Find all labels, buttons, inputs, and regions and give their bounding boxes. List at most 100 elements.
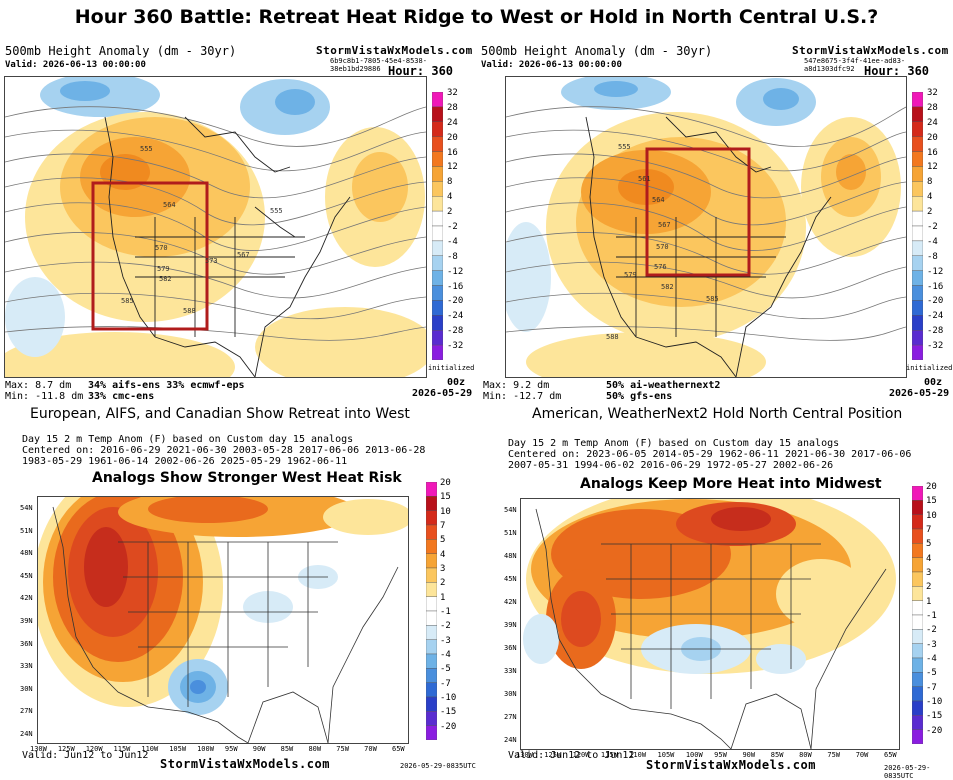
colorbar-swatch xyxy=(911,315,924,331)
colorbar-swatch xyxy=(425,496,438,511)
colorbar-tick-label: -3 xyxy=(926,639,937,650)
colorbar-tick-label: 5 xyxy=(926,539,932,550)
contour-label: 561 xyxy=(638,175,651,183)
height-map-canvas: 555 564 555 567 570 573 579 582 585 588 xyxy=(5,77,426,377)
colorbar-swatch xyxy=(911,270,924,286)
brand-label: StormVistaWxModels.com xyxy=(316,44,473,57)
colorbar-tick-label: -7 xyxy=(440,678,451,689)
contour-label: 570 xyxy=(656,243,669,251)
colorbar-tick-label: -2 xyxy=(927,222,938,232)
lon-tick-label: 115W xyxy=(600,751,618,759)
lat-tick-label: 39N xyxy=(20,617,33,625)
colorbar-tick-label: -10 xyxy=(440,693,457,703)
colorbar-swatch xyxy=(425,610,438,626)
lat-tick-label: 27N xyxy=(504,713,517,721)
contour-label: 579 xyxy=(157,265,170,273)
brand-label: StormVistaWxModels.com xyxy=(646,758,816,772)
colorbar-tick-label: -4 xyxy=(440,650,451,660)
panel-header: 500mb Height Anomaly (dm - 30yr) xyxy=(5,44,237,58)
init-time: 00z xyxy=(924,377,943,388)
page-title: Hour 360 Battle: Retreat Heat Ridge to W… xyxy=(74,6,879,28)
contour-label: 588 xyxy=(606,333,619,341)
colorbar-swatch xyxy=(911,571,924,587)
lat-axis: 54N 51N 48N 45N 42N 39N 36N 33N 30N 27N 24N xyxy=(504,498,520,748)
colorbar-swatch xyxy=(911,344,924,361)
models-line-2: 33% cmc-ens xyxy=(88,391,155,402)
highlight-box-central xyxy=(645,147,751,277)
panel-bottom-left: Day 15 2 m Temp Anom (F) based on Custom… xyxy=(0,432,476,775)
centered-line-1: Centered on: 2016-06-29 2021-06-30 2003-… xyxy=(22,445,426,456)
colorbar-swatch xyxy=(911,614,924,630)
contour-label: 582 xyxy=(159,275,172,283)
lon-tick-label: 75W xyxy=(336,745,349,753)
colorbar-tick-label: -12 xyxy=(447,266,464,277)
colorbar-swatch xyxy=(431,136,444,152)
colorbar-tick-label: -32 xyxy=(927,341,944,352)
lat-tick-label: 51N xyxy=(20,526,33,535)
colorbar-swatch xyxy=(911,500,924,515)
colorbar-swatch xyxy=(425,711,438,726)
colorbar-swatch xyxy=(911,255,924,271)
lon-tick-label: 90W xyxy=(252,745,266,753)
colorbar-tick-label: -2 xyxy=(447,222,458,232)
colorbar-tick-label: 20 xyxy=(440,478,451,488)
contour-label: 555 xyxy=(270,207,283,215)
lat-tick-label: 51N xyxy=(504,529,517,537)
run-hash: 547e8675-3f4f-41ee-ad83-a8d1303dfc92 xyxy=(804,57,906,73)
brand-label: StormVistaWxModels.com xyxy=(792,44,949,57)
lon-tick-label: 85W xyxy=(280,745,294,753)
contour-label: 588 xyxy=(183,307,196,315)
colorbar-swatch xyxy=(911,196,924,212)
colorbar-swatch xyxy=(425,524,438,540)
lon-tick-label: 85W xyxy=(770,751,784,759)
colorbar-swatch xyxy=(431,91,444,108)
colorbar-swatch xyxy=(911,600,924,616)
contour-label: 564 xyxy=(652,196,665,204)
lat-tick-label: 27N xyxy=(20,707,33,716)
colorbar-tick-label: -2 xyxy=(926,625,937,636)
colorbar-swatch xyxy=(911,514,924,530)
lat-tick-label: 48N xyxy=(504,552,517,560)
lon-tick-label: 110W xyxy=(141,745,159,753)
lon-tick-label: 65W xyxy=(392,745,405,753)
centered-line-2: 2007-05-31 1994-06-02 2016-06-29 1972-05… xyxy=(508,460,834,471)
colorbar-tick-label: -24 xyxy=(927,311,944,322)
colorbar-tick-label: 15 xyxy=(926,496,937,507)
colorbar-tick-label: 8 xyxy=(447,177,453,188)
colorbar-tick-label: -20 xyxy=(440,721,457,732)
colorbar-swatch xyxy=(425,510,438,526)
colorbar-tick-label: 28 xyxy=(447,102,458,113)
valid-range: Valid: Jun12 to Jun12 xyxy=(22,750,149,761)
colorbar-tick-label: -4 xyxy=(927,236,938,247)
colorbar-tick-label: 2 xyxy=(447,207,453,218)
lat-tick-label: 45N xyxy=(20,571,33,580)
lon-tick-label: 70W xyxy=(364,745,377,753)
colorbar-tick-label: 4 xyxy=(927,192,933,203)
init-word: initialized xyxy=(428,364,475,372)
temp-anomaly-map xyxy=(37,496,409,744)
colorbar-tick-label: 8 xyxy=(927,177,933,188)
contour-label: 564 xyxy=(163,201,176,209)
colorbar-tick-label: 32 xyxy=(447,88,458,98)
timestamp: 2026-05-29-0835UTC xyxy=(884,764,931,780)
colorbar-tick-label: 4 xyxy=(926,553,932,564)
lon-tick-label: 75W xyxy=(827,751,841,759)
colorbar-swatch xyxy=(425,582,438,597)
colorbar-swatch xyxy=(425,596,438,612)
lon-tick-label: 130W xyxy=(516,751,533,759)
colorbar-tick-label: -5 xyxy=(926,668,937,679)
panel-header: 500mb Height Anomaly (dm - 30yr) xyxy=(481,44,713,58)
colorbar-tick-label: 2 xyxy=(927,207,933,218)
colorbar-swatch xyxy=(431,344,444,361)
colorbar-tick-label: -28 xyxy=(447,326,464,337)
lat-tick-label: 33N xyxy=(20,662,33,671)
colorbar-tick-label: 24 xyxy=(447,117,458,128)
colorbar-tick-label: 7 xyxy=(440,521,446,531)
contour-label: 567 xyxy=(658,221,671,229)
colorbar-tick-label: 10 xyxy=(440,506,451,517)
panel-bottom-right: Day 15 2 m Temp Anom (F) based on Custom… xyxy=(476,432,953,780)
colorbar-swatch xyxy=(425,625,438,640)
models-line-2: 50% gfs-ens xyxy=(606,391,673,402)
hour-label: Hour: 360 xyxy=(388,64,454,78)
colorbar-tick-label: -20 xyxy=(927,296,944,307)
